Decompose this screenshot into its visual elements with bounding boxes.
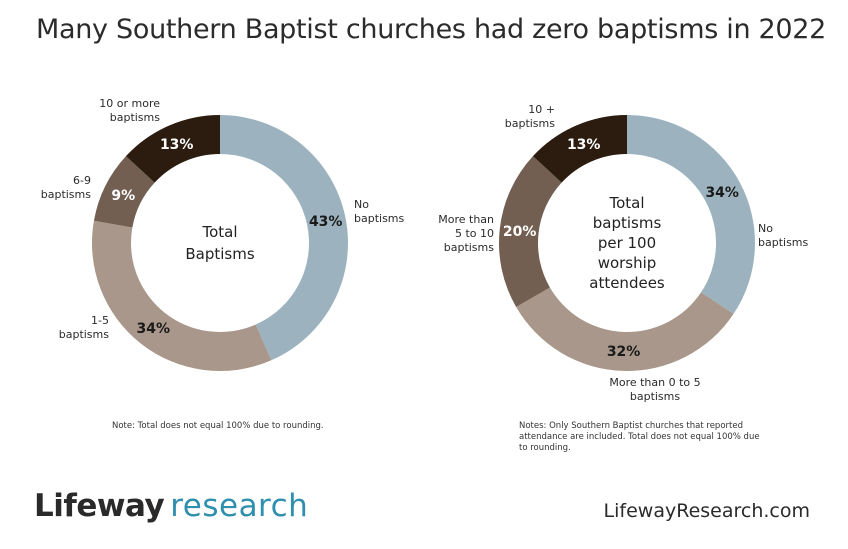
lifeway-research-logo: Lifeway research bbox=[34, 488, 308, 524]
chart-2-category-label-2: More than 0 to 5 baptisms bbox=[609, 376, 700, 403]
chart-1-category-label-4: 10 or more baptisms bbox=[99, 97, 160, 124]
chart-2-slice-3 bbox=[499, 156, 562, 307]
brand-lifeway: Lifeway bbox=[34, 488, 165, 524]
chart-1-note: Note: Total does not equal 100% due to r… bbox=[112, 421, 324, 431]
chart-1-value-label-4: 13% bbox=[160, 137, 194, 153]
chart-2-note: Notes: Only Southern Baptist churches th… bbox=[519, 421, 760, 453]
chart-1-slice-1 bbox=[220, 115, 348, 361]
chart-2-value-label-2: 32% bbox=[607, 344, 641, 360]
chart-1-category-label-3: 6-9 baptisms bbox=[41, 174, 92, 201]
chart-2-value-label-3: 20% bbox=[503, 224, 537, 240]
chart-2-category-label-3: More than 5 to 10 baptisms bbox=[438, 213, 494, 254]
chart-1-center-label: Total Baptisms bbox=[185, 223, 254, 263]
chart-1-slice-2 bbox=[92, 220, 272, 371]
page-title: Many Southern Baptist churches had zero … bbox=[36, 14, 827, 45]
chart-2-slice-1 bbox=[627, 115, 755, 314]
chart-2-category-label-4: 10 + baptisms bbox=[505, 103, 556, 130]
chart-2-value-label-4: 13% bbox=[567, 137, 601, 153]
chart-2-slice-2 bbox=[516, 287, 734, 372]
chart-2-category-label-1: No baptisms bbox=[758, 222, 809, 249]
chart-2-slice-4 bbox=[532, 115, 627, 183]
chart-1-slice-4 bbox=[125, 115, 220, 183]
website-link: LifewayResearch.com bbox=[603, 500, 810, 522]
chart-1-category-label-2: 1-5 baptisms bbox=[59, 314, 110, 341]
chart-1-category-label-1: No baptisms bbox=[354, 198, 405, 225]
chart-1-value-label-1: 43% bbox=[309, 214, 343, 230]
chart-2-value-label-1: 34% bbox=[705, 185, 739, 201]
brand-research: research bbox=[170, 488, 309, 524]
chart-1-value-label-3: 9% bbox=[111, 188, 135, 204]
chart-1-value-label-2: 34% bbox=[136, 321, 170, 337]
chart-2-center-label: Total baptisms per 100 worship attendees bbox=[589, 194, 665, 292]
chart-1-slice-3 bbox=[93, 156, 155, 228]
